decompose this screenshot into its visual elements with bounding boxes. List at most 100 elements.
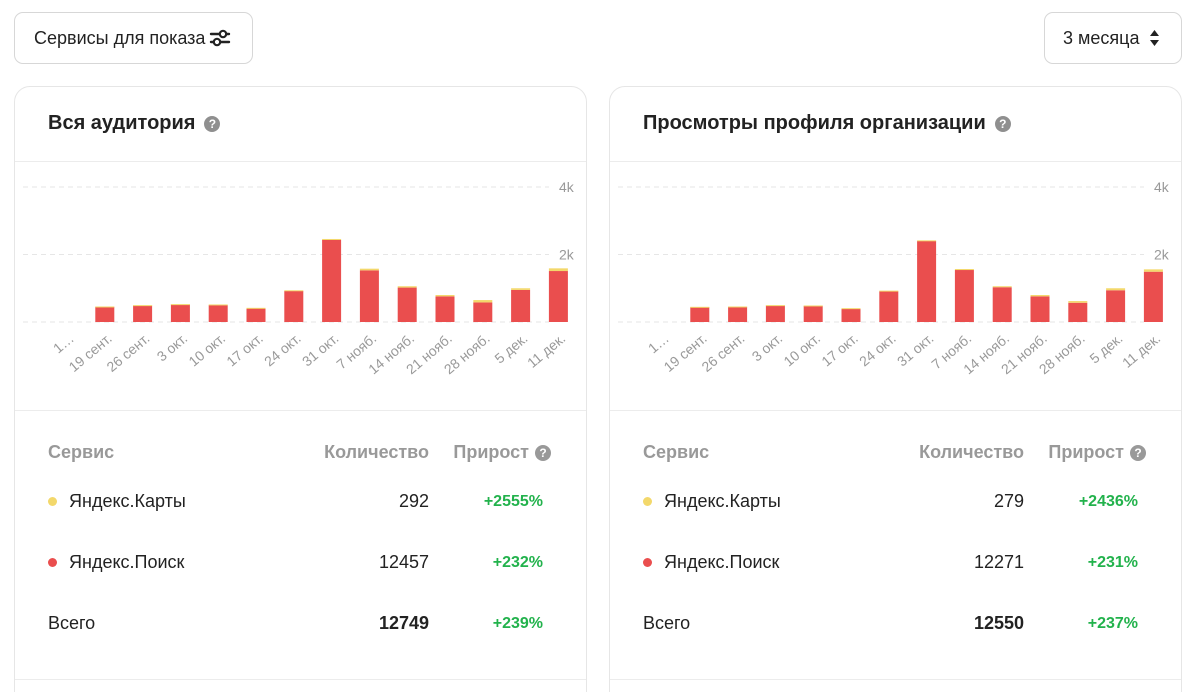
service-label: Яндекс.Карты [664,491,781,511]
bar-search [322,239,342,322]
table-row-total: Всего 12749 +239% [15,613,586,643]
growth-value: +2436% [1078,493,1138,510]
bar-maps [548,268,568,272]
card-title: Вся аудитория ? [48,112,221,135]
service-label: Всего [643,613,691,633]
bar-search [133,305,153,322]
sliders-icon [209,28,231,48]
service-label: Всего [48,613,96,633]
period-select[interactable]: 3 месяца [1044,12,1182,64]
table-row: Яндекс.Поиск 12271 +231% [610,552,1181,582]
service-label: Яндекс.Поиск [664,552,780,572]
bar-maps [95,306,115,308]
bar-maps [473,300,493,303]
bar-maps [246,307,266,309]
legend-dot-maps [48,497,57,506]
legend-dot-search [643,558,652,567]
bar-search [208,305,228,322]
y-tick-label: 4k [1154,179,1170,195]
x-tick-label: 26 сент. [698,330,747,375]
count-value: 279 [993,491,1024,511]
column-header-growth-label: Прирост [1048,442,1124,462]
card-title-text: Просмотры профиля организации [643,112,986,134]
divider [610,679,1181,680]
bar-search [397,287,417,322]
growth-value: +237% [1087,615,1138,632]
bar-search [992,287,1012,322]
bar-maps [1068,301,1088,303]
bar-maps [917,240,937,242]
bar-maps [1106,288,1126,291]
bar-maps [879,290,899,292]
bar-maps [511,288,531,290]
question-circle-icon[interactable]: ? [1130,444,1146,461]
bar-search [765,305,785,322]
bar-maps [690,306,710,308]
column-header-count: Количество [919,442,1024,462]
bar-search [954,270,974,322]
bar-maps [992,286,1012,288]
bar-search [170,304,190,322]
table-row: Яндекс.Карты 279 +2436% [610,491,1181,521]
period-select-label: 3 месяца [1063,27,1140,48]
bar-search [1030,296,1050,322]
table-row: Яндекс.Карты 292 +2555% [15,491,586,521]
y-tick-label: 2k [559,247,575,263]
table-row: Яндекс.Поиск 12457 +232% [15,552,586,582]
bar-search [728,306,748,322]
bar-maps [170,304,190,306]
question-circle-icon[interactable]: ? [994,115,1011,132]
bar-search [803,305,823,322]
service-name: Яндекс.Карты [643,491,781,512]
count-value: 12457 [378,552,429,572]
service-name: Всего [643,613,690,634]
bar-search [359,270,379,322]
question-circle-icon[interactable]: ? [204,115,221,132]
service-name: Яндекс.Поиск [48,552,184,573]
column-header-count: Количество [324,442,429,462]
bar-maps [322,238,342,240]
bar-search [284,290,304,322]
bar-search [841,308,861,322]
y-tick-label: 4k [559,179,575,195]
bar-search [917,241,937,322]
divider [15,410,586,411]
legend-dot-maps [643,497,652,506]
x-tick-label: 1… [50,330,77,356]
x-tick-label: 5 дек. [1086,330,1125,366]
x-tick-label: 24 окт. [261,330,304,369]
divider [15,161,586,162]
growth-value: +231% [1087,554,1138,571]
bar-maps [728,306,748,308]
question-circle-icon[interactable]: ? [535,444,551,461]
x-tick-label: 24 окт. [856,330,899,369]
x-tick-label: 10 окт. [185,330,228,369]
bar-search [95,306,115,322]
sort-arrows-icon [1149,28,1160,48]
bar-maps [397,286,417,288]
count-value: 12550 [973,613,1024,633]
table-row-total: Всего 12550 +237% [610,613,1181,643]
bar-maps [1143,269,1163,272]
service-name: Яндекс.Поиск [643,552,779,573]
count-value: 292 [398,491,429,511]
count-value: 12271 [973,552,1024,572]
service-name: Яндекс.Карты [48,491,186,512]
bar-maps [208,304,228,306]
bar-search [879,291,899,322]
card-title: Просмотры профиля организации ? [643,112,1011,135]
bar-maps [284,290,304,292]
column-header-growth: Прирост ? [1048,442,1146,463]
bar-maps [803,305,823,307]
bar-search [246,308,266,322]
bar-search [473,302,493,322]
services-filter-label: Сервисы для показа [34,27,206,48]
column-header-service: Сервис [643,442,710,462]
x-tick-label: 10 окт. [780,330,823,369]
service-name: Всего [48,613,95,634]
x-tick-label: 3 окт. [749,330,786,364]
bar-maps [435,295,455,297]
divider [610,410,1181,411]
x-tick-label: 11 дек. [1119,330,1163,371]
services-filter-button[interactable]: Сервисы для показа [14,12,253,64]
